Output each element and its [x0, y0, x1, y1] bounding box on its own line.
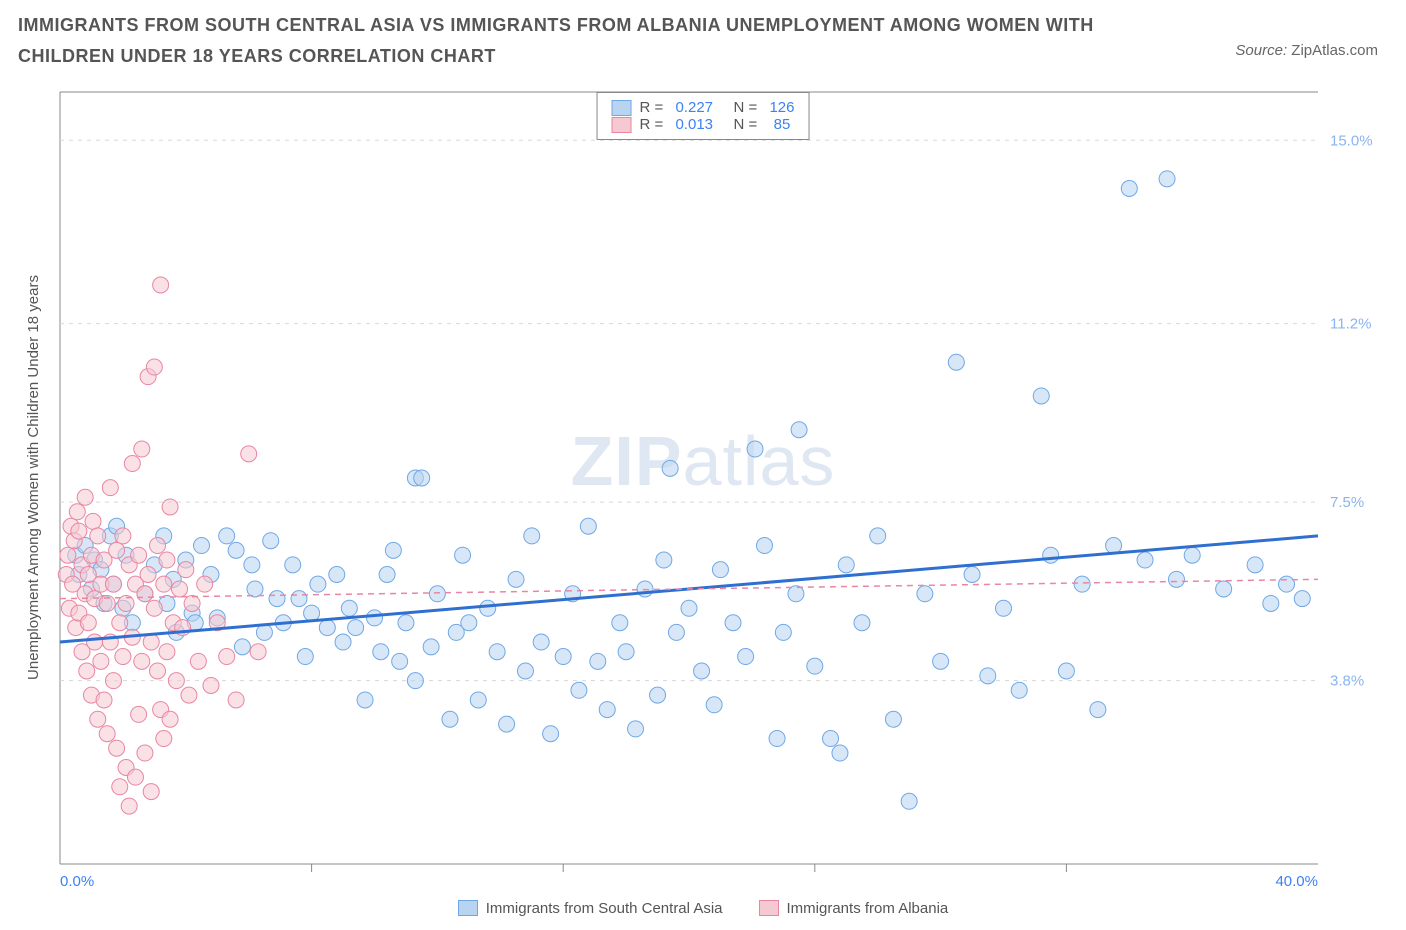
legend-label: Immigrants from South Central Asia [486, 900, 723, 917]
svg-text:3.8%: 3.8% [1330, 673, 1364, 690]
svg-text:15.0%: 15.0% [1330, 132, 1373, 149]
legend-label: Immigrants from Albania [787, 900, 949, 917]
series-legend: Immigrants from South Central Asia Immigr… [0, 900, 1406, 921]
legend-item-alb: Immigrants from Albania [759, 900, 949, 917]
r-value: 0.013 [675, 116, 713, 133]
n-label: N = [721, 99, 761, 116]
legend-item-sca: Immigrants from South Central Asia [458, 900, 723, 917]
source-credit: Source: ZipAtlas.com [1235, 42, 1378, 59]
swatch-sca [458, 900, 478, 916]
svg-text:0.0%: 0.0% [60, 873, 94, 890]
swatch-alb [612, 117, 632, 133]
swatch-sca [612, 100, 632, 116]
chart-title: IMMIGRANTS FROM SOUTH CENTRAL ASIA VS IM… [18, 10, 1118, 71]
scatter-chart: 3.8% 7.5% 11.2% 15.0% 0.0% 40.0% [18, 84, 1388, 912]
swatch-alb [759, 900, 779, 916]
stats-row-alb: R = 0.013 N = 85 [612, 116, 795, 133]
r-label: R = [640, 116, 668, 133]
series-sca [68, 171, 1311, 809]
n-value: 85 [769, 116, 790, 133]
svg-text:7.5%: 7.5% [1330, 494, 1364, 511]
stats-legend: R = 0.227 N = 126R = 0.013 N = 85 [597, 92, 810, 140]
n-value: 126 [769, 99, 794, 116]
source-label: Source: [1235, 42, 1291, 59]
r-label: R = [640, 99, 668, 116]
r-value: 0.227 [675, 99, 713, 116]
source-value: ZipAtlas.com [1291, 42, 1378, 59]
chart-area: 3.8% 7.5% 11.2% 15.0% 0.0% 40.0% [18, 84, 1388, 912]
stats-row-sca: R = 0.227 N = 126 [612, 99, 795, 116]
svg-text:11.2%: 11.2% [1330, 316, 1371, 333]
n-label: N = [721, 116, 761, 133]
svg-text:40.0%: 40.0% [1275, 873, 1318, 890]
